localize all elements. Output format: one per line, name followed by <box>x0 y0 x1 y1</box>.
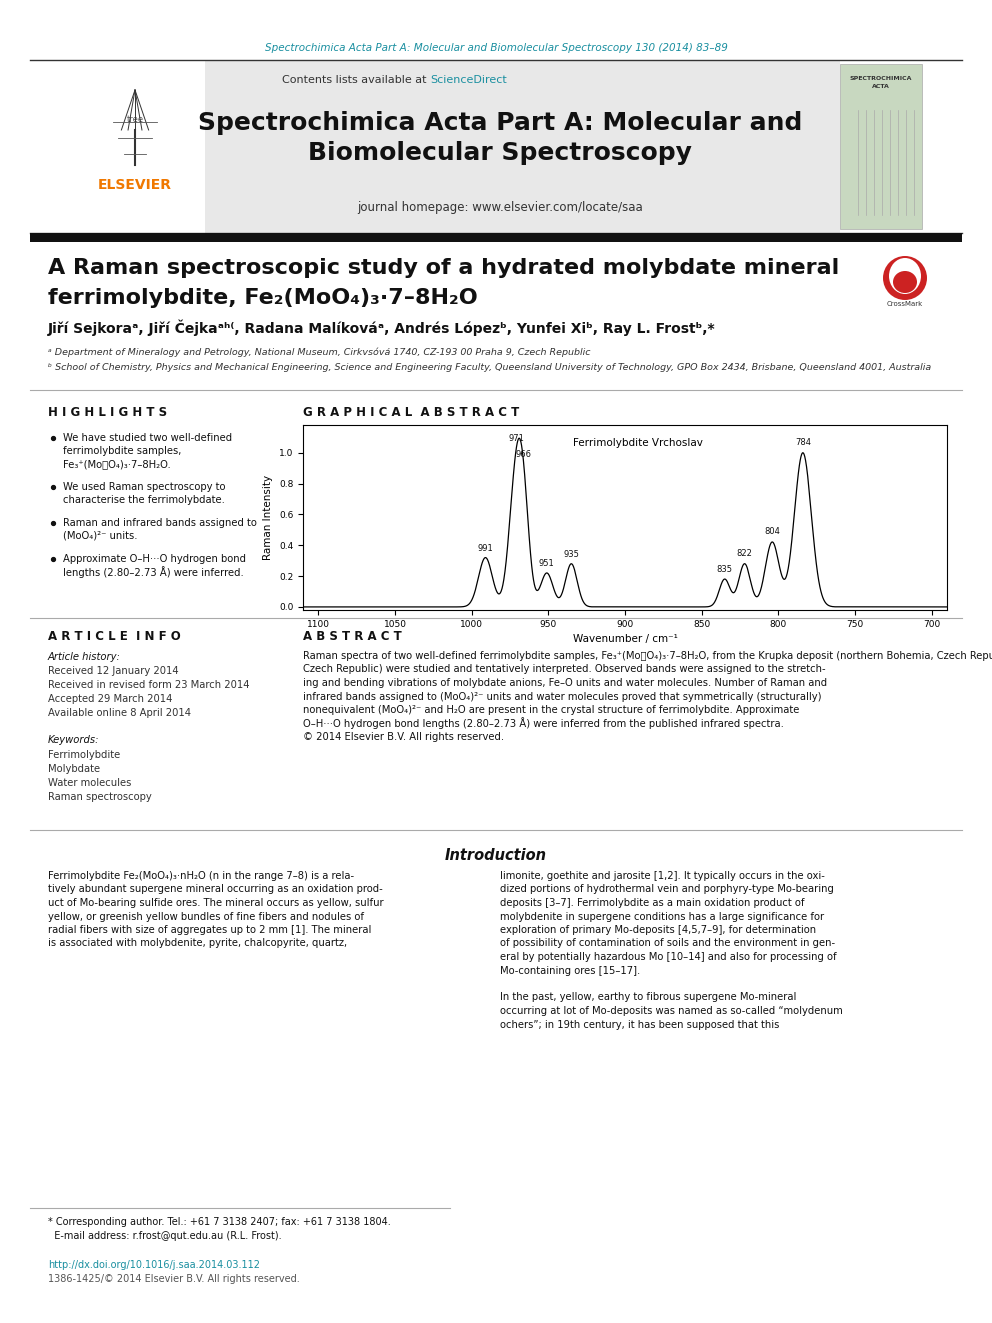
Text: G R A P H I C A L  A B S T R A C T: G R A P H I C A L A B S T R A C T <box>303 406 519 419</box>
Text: uct of Mo-bearing sulfide ores. The mineral occurs as yellow, sulfur: uct of Mo-bearing sulfide ores. The mine… <box>48 898 384 908</box>
Text: ScienceDirect: ScienceDirect <box>430 75 507 85</box>
Bar <box>65 60 840 233</box>
Text: Contents lists available at: Contents lists available at <box>282 75 430 85</box>
Text: In the past, yellow, earthy to fibrous supergene Mo-mineral: In the past, yellow, earthy to fibrous s… <box>500 992 797 1003</box>
Text: 966: 966 <box>516 450 532 459</box>
Text: 822: 822 <box>737 549 753 557</box>
Ellipse shape <box>889 258 921 294</box>
Text: (MoO₄)²⁻ units.: (MoO₄)²⁻ units. <box>63 531 138 541</box>
Text: radial fibers with size of aggregates up to 2 mm [1]. The mineral: radial fibers with size of aggregates up… <box>48 925 371 935</box>
Text: 991: 991 <box>477 544 493 553</box>
Text: Water molecules: Water molecules <box>48 778 131 789</box>
Text: is associated with molybdenite, pyrite, chalcopyrite, quartz,: is associated with molybdenite, pyrite, … <box>48 938 347 949</box>
Text: © 2014 Elsevier B.V. All rights reserved.: © 2014 Elsevier B.V. All rights reserved… <box>303 732 504 742</box>
Text: 1386-1425/© 2014 Elsevier B.V. All rights reserved.: 1386-1425/© 2014 Elsevier B.V. All right… <box>48 1274 300 1285</box>
Ellipse shape <box>883 255 927 300</box>
Text: ELSEVIER: ELSEVIER <box>98 179 172 192</box>
Text: ing and bending vibrations of molybdate anions, Fe–O units and water molecules. : ing and bending vibrations of molybdate … <box>303 677 827 688</box>
Text: E-mail address: r.frost@qut.edu.au (R.L. Frost).: E-mail address: r.frost@qut.edu.au (R.L.… <box>48 1230 282 1241</box>
Text: nonequivalent (MoO₄)²⁻ and H₂O are present in the crystal structure of ferrimoly: nonequivalent (MoO₄)²⁻ and H₂O are prese… <box>303 705 800 714</box>
Text: H I G H L I G H T S: H I G H L I G H T S <box>48 406 167 419</box>
Text: Keywords:: Keywords: <box>48 736 99 745</box>
Text: Ferrimolybdite Vrchoslav: Ferrimolybdite Vrchoslav <box>573 438 702 448</box>
Text: tively abundant supergene mineral occurring as an oxidation prod-: tively abundant supergene mineral occurr… <box>48 885 383 894</box>
Text: Fe₃⁺(MoᵜO₄)₃·7–8H₂O.: Fe₃⁺(MoᵜO₄)₃·7–8H₂O. <box>63 459 171 468</box>
Text: of possibility of contamination of soils and the environment in gen-: of possibility of contamination of soils… <box>500 938 835 949</box>
Text: Czech Republic) were studied and tentatively interpreted. Observed bands were as: Czech Republic) were studied and tentati… <box>303 664 825 675</box>
Text: A Raman spectroscopic study of a hydrated molybdate mineral: A Raman spectroscopic study of a hydrate… <box>48 258 839 278</box>
Text: Introduction: Introduction <box>445 848 547 863</box>
Text: 804: 804 <box>764 527 780 536</box>
Bar <box>840 64 922 229</box>
Text: yellow, or greenish yellow bundles of fine fibers and nodules of: yellow, or greenish yellow bundles of fi… <box>48 912 364 922</box>
Text: dized portions of hydrothermal vein and porphyry-type Mo-bearing: dized portions of hydrothermal vein and … <box>500 885 834 894</box>
Text: We have studied two well-defined: We have studied two well-defined <box>63 433 232 443</box>
Text: Available online 8 April 2014: Available online 8 April 2014 <box>48 708 191 718</box>
Text: Molybdate: Molybdate <box>48 763 100 774</box>
Text: eral by potentially hazardous Mo [10–14] and also for processing of: eral by potentially hazardous Mo [10–14]… <box>500 953 836 962</box>
Text: tree: tree <box>126 115 144 124</box>
Text: 784: 784 <box>795 438 810 447</box>
Text: occurring at lot of Mo-deposits was named as so-called “molydenum: occurring at lot of Mo-deposits was name… <box>500 1005 843 1016</box>
Bar <box>30 233 962 242</box>
Text: molybdenite in supergene conditions has a large significance for: molybdenite in supergene conditions has … <box>500 912 824 922</box>
Text: Ferrimolybdite Fe₂(MoO₄)₃·nH₂O (n in the range 7–8) is a rela-: Ferrimolybdite Fe₂(MoO₄)₃·nH₂O (n in the… <box>48 871 354 881</box>
Text: * Corresponding author. Tel.: +61 7 3138 2407; fax: +61 7 3138 1804.: * Corresponding author. Tel.: +61 7 3138… <box>48 1217 391 1226</box>
Text: SPECTROCHIMICA: SPECTROCHIMICA <box>850 75 913 81</box>
Text: Raman spectra of two well-defined ferrimolybdite samples, Fe₃⁺(MoᵜO₄)₃·7–8H₂O, f: Raman spectra of two well-defined ferrim… <box>303 651 992 662</box>
Text: Received in revised form 23 March 2014: Received in revised form 23 March 2014 <box>48 680 250 691</box>
Text: O–H···O hydrogen bond lengths (2.80–2.73 Å) were inferred from the published inf: O–H···O hydrogen bond lengths (2.80–2.73… <box>303 717 784 729</box>
X-axis label: Wavenumber / cm⁻¹: Wavenumber / cm⁻¹ <box>572 634 678 644</box>
Text: CrossMark: CrossMark <box>887 302 924 307</box>
Text: ferrimolybdite, Fe₂(MoO₄)₃·7–8H₂O: ferrimolybdite, Fe₂(MoO₄)₃·7–8H₂O <box>48 288 478 308</box>
Bar <box>65 60 205 233</box>
Text: ᵃ Department of Mineralogy and Petrology, National Museum, Cirkvsóvá 1740, CZ-19: ᵃ Department of Mineralogy and Petrology… <box>48 347 590 357</box>
Text: Spectrochimica Acta Part A: Molecular and
Biomolecular Spectroscopy: Spectrochimica Acta Part A: Molecular an… <box>197 111 803 165</box>
Text: Mo-containing ores [15–17].: Mo-containing ores [15–17]. <box>500 966 640 975</box>
Text: exploration of primary Mo-deposits [4,5,7–9], for determination: exploration of primary Mo-deposits [4,5,… <box>500 925 816 935</box>
Text: limonite, goethite and jarosite [1,2]. It typically occurs in the oxi-: limonite, goethite and jarosite [1,2]. I… <box>500 871 825 881</box>
Text: ferrimolybdite samples,: ferrimolybdite samples, <box>63 446 182 456</box>
Text: characterise the ferrimolybdate.: characterise the ferrimolybdate. <box>63 495 225 505</box>
Text: Accepted 29 March 2014: Accepted 29 March 2014 <box>48 695 173 704</box>
Text: 835: 835 <box>716 565 733 574</box>
Text: Spectrochimica Acta Part A: Molecular and Biomolecular Spectroscopy 130 (2014) 8: Spectrochimica Acta Part A: Molecular an… <box>265 44 727 53</box>
Text: http://dx.doi.org/10.1016/j.saa.2014.03.112: http://dx.doi.org/10.1016/j.saa.2014.03.… <box>48 1259 260 1270</box>
Text: Received 12 January 2014: Received 12 January 2014 <box>48 665 179 676</box>
Text: 935: 935 <box>563 550 579 560</box>
Text: Ferrimolybdite: Ferrimolybdite <box>48 750 120 759</box>
Text: 951: 951 <box>539 560 555 569</box>
Text: Raman spectroscopy: Raman spectroscopy <box>48 792 152 802</box>
Text: ochers”; in 19th century, it has been supposed that this: ochers”; in 19th century, it has been su… <box>500 1020 780 1029</box>
Text: infrared bands assigned to (MoO₄)²⁻ units and water molecules proved that symmet: infrared bands assigned to (MoO₄)²⁻ unit… <box>303 692 821 701</box>
Text: ᵇ School of Chemistry, Physics and Mechanical Engineering, Science and Engineeri: ᵇ School of Chemistry, Physics and Mecha… <box>48 364 931 373</box>
Text: Raman and infrared bands assigned to: Raman and infrared bands assigned to <box>63 519 257 528</box>
Text: journal homepage: www.elsevier.com/locate/saa: journal homepage: www.elsevier.com/locat… <box>357 201 643 214</box>
Ellipse shape <box>893 271 917 292</box>
Text: We used Raman spectroscopy to: We used Raman spectroscopy to <box>63 482 225 492</box>
Text: Approximate O–H···O hydrogen bond: Approximate O–H···O hydrogen bond <box>63 554 246 564</box>
Text: A B S T R A C T: A B S T R A C T <box>303 630 402 643</box>
Y-axis label: Raman Intensity: Raman Intensity <box>263 475 274 560</box>
Text: Article history:: Article history: <box>48 652 121 662</box>
Text: A R T I C L E  I N F O: A R T I C L E I N F O <box>48 630 181 643</box>
Text: lengths (2.80–2.73 Å) were inferred.: lengths (2.80–2.73 Å) were inferred. <box>63 566 244 578</box>
Text: 971: 971 <box>508 434 524 443</box>
Text: ACTA: ACTA <box>872 85 890 90</box>
Text: deposits [3–7]. Ferrimolybdite as a main oxidation product of: deposits [3–7]. Ferrimolybdite as a main… <box>500 898 805 908</box>
Text: Jiří Sejkoraᵃ, Jiří Čejkaᵃʰ⁽, Radana Malíkováᵃ, Andrés Lópezᵇ, Yunfei Xiᵇ, Ray L: Jiří Sejkoraᵃ, Jiří Čejkaᵃʰ⁽, Radana Mal… <box>48 320 715 336</box>
